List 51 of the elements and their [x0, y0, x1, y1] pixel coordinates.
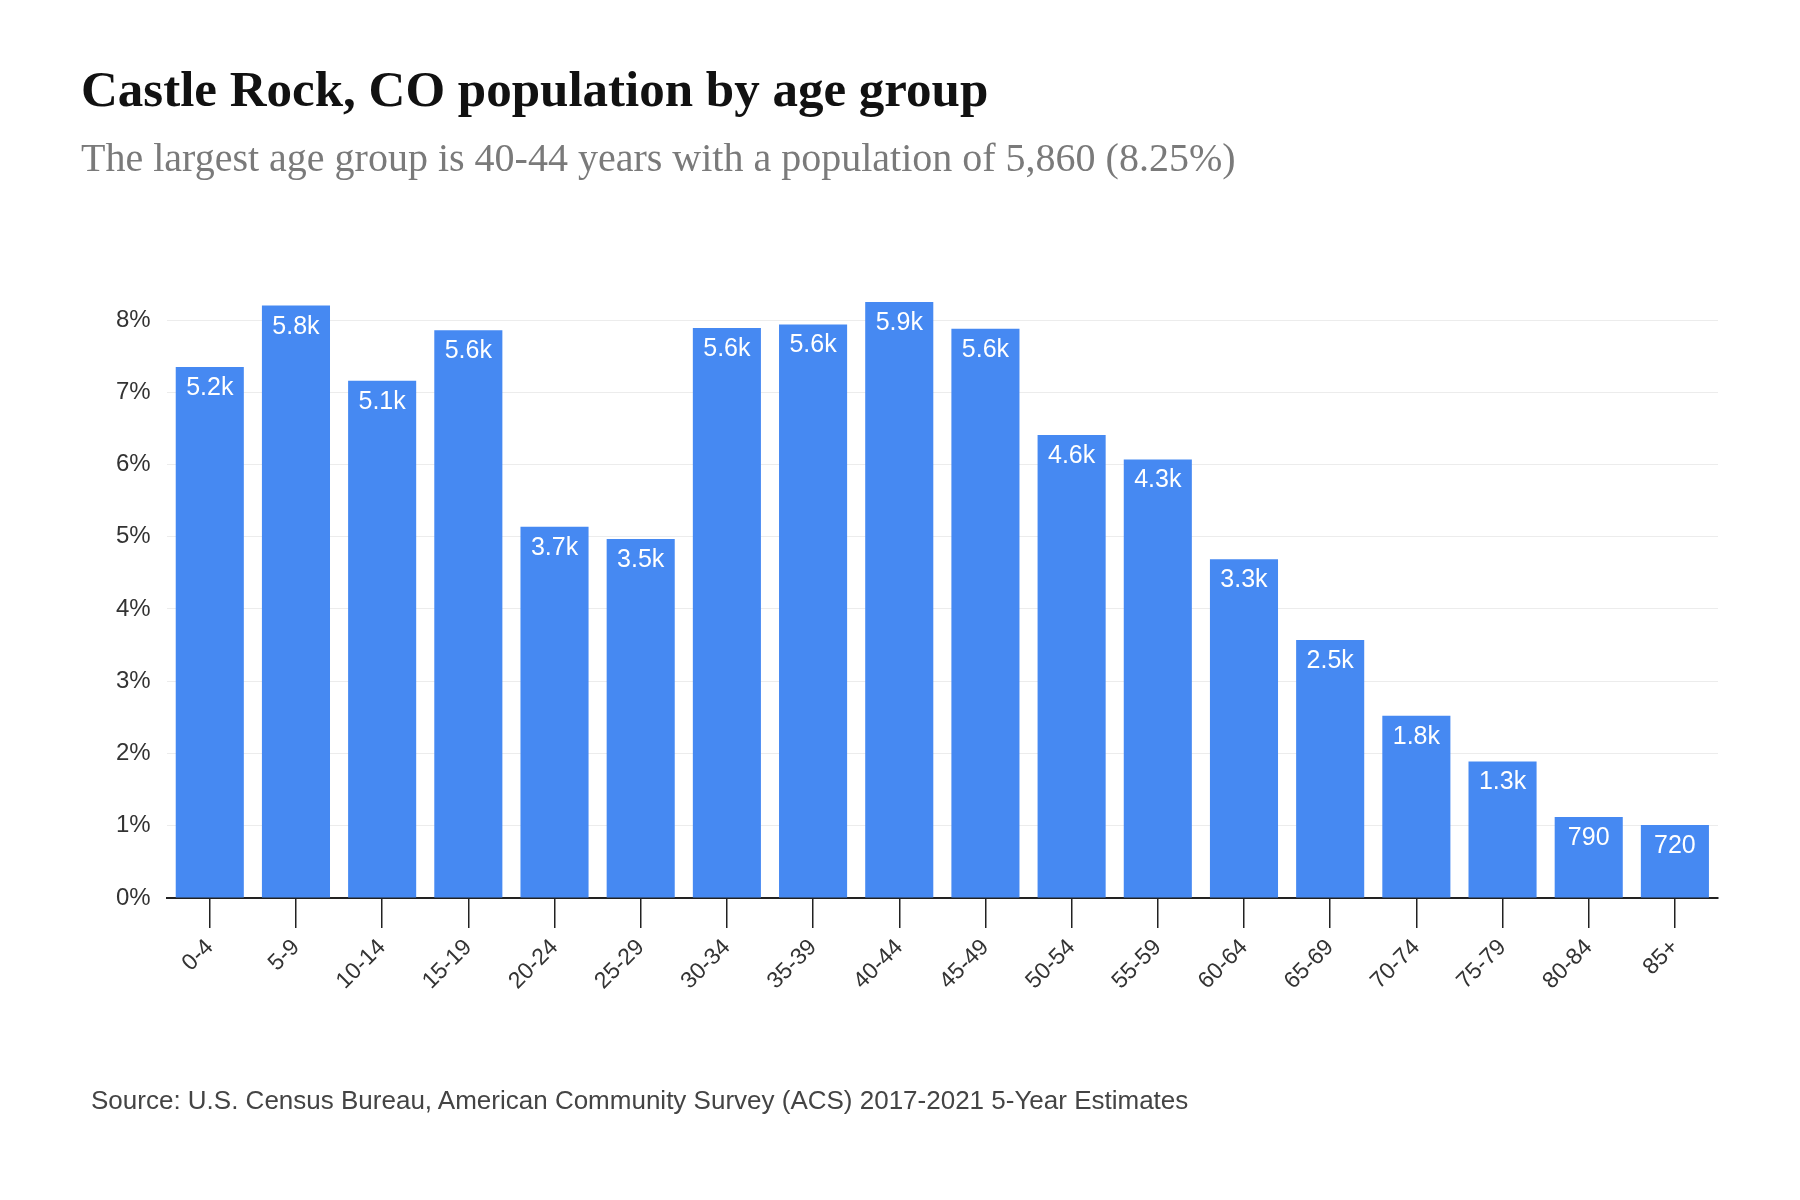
chart-subtitle: The largest age group is 40-44 years with a population of 5,860 (8.25%)	[81, 134, 1236, 181]
y-tick-label: 5%	[116, 521, 151, 549]
bar	[520, 526, 589, 898]
annotation: 5.9k	[875, 306, 924, 335]
annotation: 3.3k	[1220, 564, 1269, 593]
bar	[606, 538, 675, 898]
bar	[865, 302, 934, 898]
annotation: 1.3k	[1478, 766, 1527, 795]
y-tick-label: 1%	[116, 810, 151, 838]
annotation: 4.3k	[1134, 464, 1182, 493]
annotation: 5.8k	[272, 310, 321, 339]
bar	[1382, 715, 1451, 898]
annotation: 3.7k	[530, 531, 579, 560]
annotation: 2.5k	[1306, 644, 1355, 673]
annotation: 3.5k	[617, 543, 665, 572]
y-tick-label: 7%	[116, 376, 151, 404]
bar	[261, 305, 331, 898]
bar	[1640, 824, 1709, 898]
source-note: Source: U.S. Census Bureau, American Community Survey (ACS) 2017-2021 5-Year Estimates	[91, 1084, 1189, 1116]
x-tick-label: 0-4	[175, 933, 218, 976]
annotation: 5.6k	[789, 329, 838, 358]
bar	[1468, 761, 1537, 898]
bar	[1209, 559, 1279, 898]
bar	[1123, 459, 1192, 898]
annotation: 790	[1567, 821, 1610, 850]
y-tick-label: 0%	[116, 882, 151, 910]
bar	[1037, 434, 1106, 898]
annotation: 5.6k	[961, 333, 1010, 362]
bar	[348, 380, 417, 898]
bar	[175, 367, 244, 898]
y-tick-label: 3%	[116, 665, 151, 693]
bar	[951, 328, 1020, 898]
annotation: 4.6k	[1047, 439, 1096, 468]
y-tick-label: 4%	[116, 593, 151, 621]
y-tick-label: 8%	[116, 304, 151, 332]
annotation: 1.8k	[1392, 720, 1441, 749]
y-tick-label: 6%	[116, 449, 151, 477]
x-tick-label: 5-9	[262, 933, 304, 976]
annotation: 5.2k	[186, 371, 234, 400]
bar	[1554, 816, 1623, 898]
bar	[1296, 640, 1365, 898]
bar	[779, 324, 848, 898]
x-tick-label: 85+	[1636, 933, 1683, 980]
annotation: 5.1k	[358, 385, 407, 414]
annotation: 720	[1654, 829, 1696, 858]
y-tick-label: 2%	[116, 738, 151, 766]
annotation: 5.6k	[703, 332, 751, 361]
chart-title: Castle Rock, CO population by age group	[81, 60, 989, 118]
annotation: 5.6k	[444, 335, 493, 364]
bar	[692, 328, 761, 898]
bar	[434, 330, 503, 898]
